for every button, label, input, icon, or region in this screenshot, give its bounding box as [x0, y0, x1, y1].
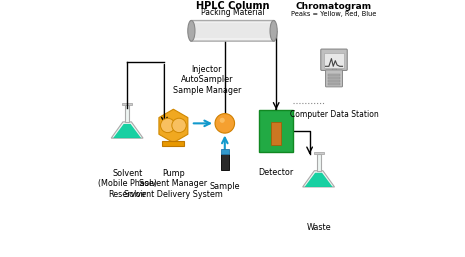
- Text: Detector: Detector: [259, 168, 294, 177]
- FancyBboxPatch shape: [326, 70, 343, 87]
- Circle shape: [172, 118, 186, 133]
- Text: Solvent
(Mobile Phase)
Reservoir: Solvent (Mobile Phase) Reservoir: [98, 169, 157, 199]
- Text: Pump
Solvent Manager
Solvent Delivery System: Pump Solvent Manager Solvent Delivery Sy…: [124, 169, 223, 199]
- Text: Peaks = Yellow, Red, Blue: Peaks = Yellow, Red, Blue: [292, 11, 377, 17]
- FancyBboxPatch shape: [313, 152, 324, 154]
- FancyBboxPatch shape: [328, 83, 340, 85]
- Ellipse shape: [188, 21, 195, 41]
- Polygon shape: [305, 173, 332, 187]
- FancyBboxPatch shape: [332, 68, 336, 71]
- FancyBboxPatch shape: [125, 105, 129, 122]
- FancyBboxPatch shape: [221, 153, 229, 170]
- FancyBboxPatch shape: [328, 77, 340, 79]
- Text: Packing Material: Packing Material: [201, 8, 264, 17]
- FancyBboxPatch shape: [190, 21, 275, 41]
- Circle shape: [215, 114, 234, 133]
- FancyBboxPatch shape: [220, 149, 229, 154]
- Text: HPLC Column: HPLC Column: [196, 2, 269, 11]
- FancyBboxPatch shape: [194, 23, 271, 38]
- FancyBboxPatch shape: [271, 122, 281, 145]
- Polygon shape: [111, 122, 143, 138]
- Polygon shape: [303, 171, 334, 187]
- Text: Waste: Waste: [306, 223, 331, 232]
- Text: Chromatogram: Chromatogram: [296, 2, 372, 11]
- Circle shape: [160, 118, 175, 133]
- FancyBboxPatch shape: [328, 80, 340, 82]
- FancyBboxPatch shape: [317, 154, 320, 171]
- FancyBboxPatch shape: [162, 141, 184, 146]
- Text: Sample: Sample: [210, 182, 240, 191]
- Ellipse shape: [270, 21, 277, 41]
- Polygon shape: [113, 124, 141, 138]
- Text: Computer Data Station: Computer Data Station: [290, 110, 379, 119]
- FancyBboxPatch shape: [321, 49, 347, 70]
- FancyBboxPatch shape: [122, 103, 132, 105]
- FancyBboxPatch shape: [259, 110, 293, 152]
- FancyBboxPatch shape: [325, 53, 344, 68]
- Circle shape: [219, 118, 225, 123]
- FancyBboxPatch shape: [328, 74, 340, 76]
- Polygon shape: [159, 109, 188, 143]
- Text: Injector
AutoSampler
Sample Manager: Injector AutoSampler Sample Manager: [173, 65, 241, 95]
